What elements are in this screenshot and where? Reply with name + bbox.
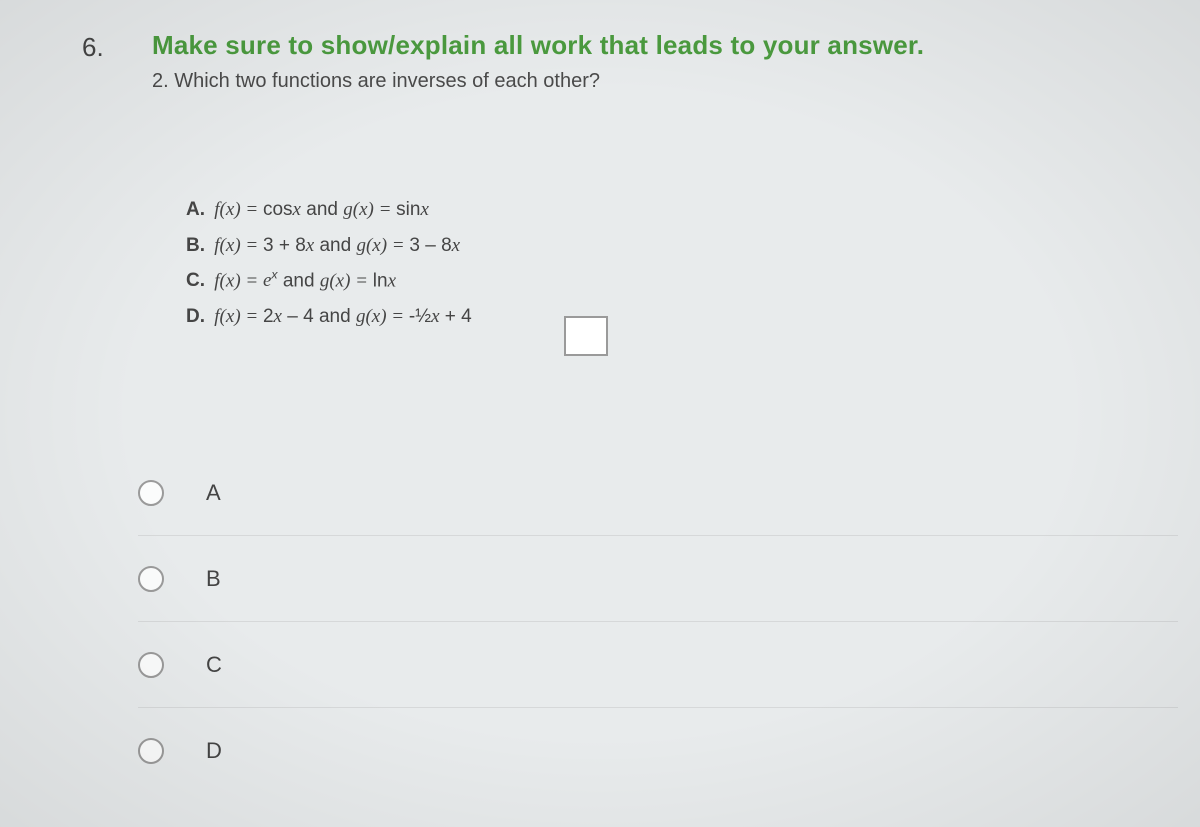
f-prefix: f(x) = — [214, 306, 263, 327]
g-prefix: g(x) = — [320, 270, 373, 291]
answer-options: A B C D — [138, 450, 1178, 794]
choice-d: D. f(x) = 2x – 4 and g(x) = -½x + 4 — [186, 303, 472, 331]
choice-label: A. — [186, 199, 205, 220]
answer-option-d[interactable]: D — [138, 708, 1178, 794]
choice-c: C. f(x) = ex and g(x) = lnx — [186, 267, 472, 295]
answer-label: C — [206, 652, 222, 678]
f-expr: 2x – 4 — [263, 306, 314, 327]
answer-option-b[interactable]: B — [138, 536, 1178, 622]
radio-icon[interactable] — [138, 480, 164, 506]
answer-option-a[interactable]: A — [138, 450, 1178, 536]
radio-icon[interactable] — [138, 738, 164, 764]
joiner: and — [319, 235, 356, 256]
instruction-heading: Make sure to show/explain all work that … — [152, 30, 924, 61]
answer-option-c[interactable]: C — [138, 622, 1178, 708]
f-expr: ex — [263, 270, 278, 291]
f-expr: cosx — [263, 199, 301, 220]
answer-entry-box[interactable] — [564, 316, 608, 356]
choice-a: A. f(x) = cosx and g(x) = sinx — [186, 196, 472, 224]
radio-icon[interactable] — [138, 566, 164, 592]
answer-label: B — [206, 566, 221, 592]
choice-label: B. — [186, 235, 205, 256]
joiner: and — [319, 306, 356, 327]
f-prefix: f(x) = — [214, 235, 263, 256]
choice-list: A. f(x) = cosx and g(x) = sinx B. f(x) =… — [186, 188, 472, 339]
radio-icon[interactable] — [138, 652, 164, 678]
g-prefix: g(x) = — [356, 235, 409, 256]
f-prefix: f(x) = — [214, 270, 263, 291]
answer-label: A — [206, 480, 221, 506]
choice-label: D. — [186, 306, 205, 327]
choice-b: B. f(x) = 3 + 8x and g(x) = 3 – 8x — [186, 232, 472, 260]
g-prefix: g(x) = — [356, 306, 409, 327]
joiner: and — [306, 199, 343, 220]
sub-question: 2. Which two functions are inverses of e… — [152, 70, 600, 93]
answer-label: D — [206, 738, 222, 764]
question-number: 6. — [82, 32, 104, 63]
f-expr: 3 + 8x — [263, 235, 314, 256]
g-expr: lnx — [373, 270, 396, 291]
f-prefix: f(x) = — [214, 199, 263, 220]
g-expr: -½x + 4 — [409, 306, 472, 327]
joiner: and — [283, 270, 320, 291]
g-expr: sinx — [396, 199, 429, 220]
g-expr: 3 – 8x — [409, 235, 460, 256]
choice-label: C. — [186, 270, 205, 291]
g-prefix: g(x) = — [343, 199, 396, 220]
